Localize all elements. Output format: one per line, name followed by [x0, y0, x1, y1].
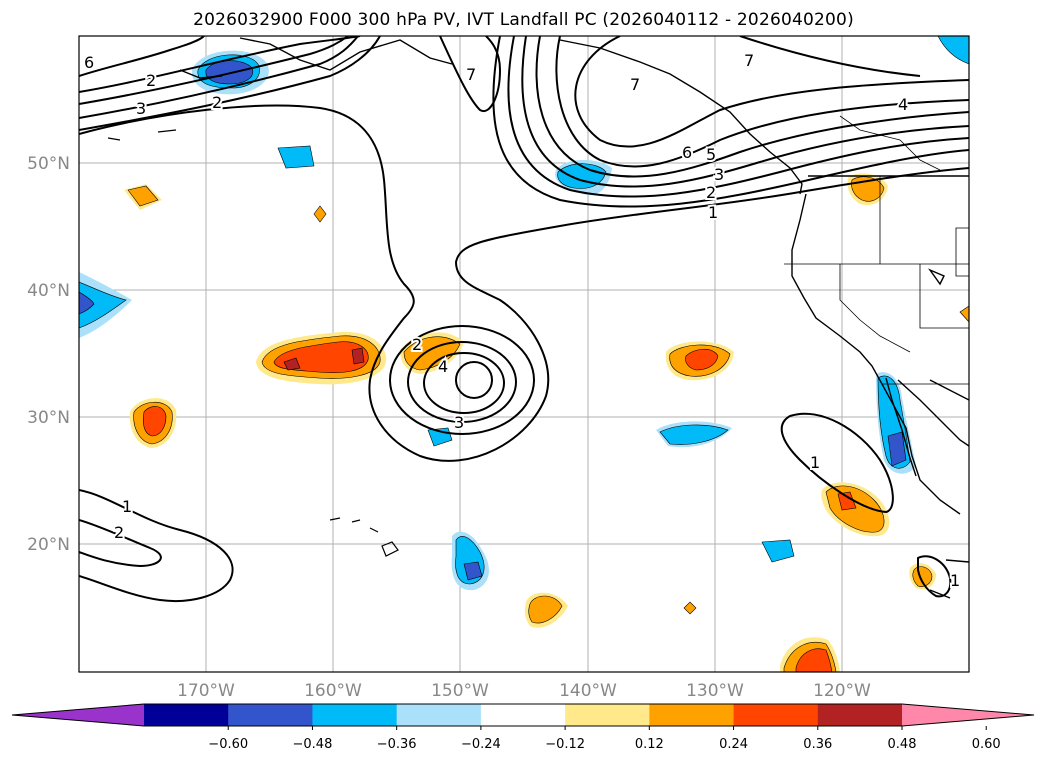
colorbar-tick-label: −0.36	[377, 737, 417, 752]
islands	[107, 129, 399, 557]
colorbar-extend-max	[902, 704, 1034, 726]
colorbar-segment	[480, 704, 566, 726]
contour-label: 6	[84, 53, 94, 72]
map-background	[79, 36, 969, 672]
colorbar-outline	[11, 703, 1035, 727]
contour-label: 4	[438, 357, 448, 376]
contour-label: 2	[114, 523, 124, 542]
map-frame	[78, 35, 970, 673]
contour-label: 5	[706, 145, 716, 164]
lat-tick: 40°N	[27, 281, 70, 301]
colorbar-segment	[565, 704, 650, 726]
colorbar-segment	[144, 704, 229, 726]
contour-label: 3	[136, 99, 146, 118]
colorbar-tick-label: −0.60	[208, 737, 248, 752]
contour-label: 4	[898, 95, 908, 114]
contour-label: 2	[412, 335, 422, 354]
lon-tick: 120°W	[813, 681, 871, 701]
colorbar-tick-label: 0.36	[803, 737, 832, 752]
colorbar-segment	[228, 704, 313, 726]
contour-label: 6	[682, 143, 692, 162]
contour-label: 3	[454, 413, 464, 432]
colorbar-tick-label: 0.60	[972, 737, 1001, 752]
colorbar-tick-label: −0.12	[545, 737, 585, 752]
contour-label: 2	[706, 183, 716, 202]
lon-tick: 150°W	[431, 681, 489, 701]
colorbar-segment	[396, 704, 482, 726]
colorbar-tick-label: 0.48	[888, 737, 917, 752]
colorbar-tick-label: −0.24	[461, 737, 501, 752]
colorbar: −0.60 −0.48 −0.36 −0.24 −0.12 0.12 0.24 0.36 0.4…	[11, 703, 1035, 752]
contour-label: 2	[212, 93, 222, 112]
lon-tick: 170°W	[177, 681, 235, 701]
lon-tick: 140°W	[559, 681, 617, 701]
contour-label: 1	[810, 453, 820, 472]
pv-contours	[79, 36, 969, 602]
contour-label: 7	[630, 75, 640, 94]
map-title: 2026032900 F000 300 hPa PV, IVT Landfall…	[193, 10, 854, 30]
contour-labels: 6 2 3 2 7 7 7 4 6 5 3 2 1 2 4 3 1 2 1 1	[82, 49, 962, 592]
colorbar-tick-label: 0.24	[719, 737, 748, 752]
latitude-labels: 50°N 40°N 30°N 20°N	[27, 154, 70, 555]
contour-label: 1	[122, 497, 132, 516]
contour-label: 7	[466, 65, 476, 84]
contour-label: 2	[146, 71, 156, 90]
contour-label: 3	[714, 165, 724, 184]
contour-label: 1	[950, 571, 960, 590]
lon-tick: 130°W	[686, 681, 744, 701]
colorbar-segment	[649, 704, 735, 726]
lat-tick: 20°N	[27, 535, 70, 555]
colorbar-segment	[817, 704, 903, 726]
contour-label: 7	[744, 51, 754, 70]
coastlines	[179, 37, 969, 599]
colorbar-tick-label: 0.12	[635, 737, 664, 752]
longitude-labels: 170°W 160°W 150°W 140°W 130°W 120°W	[177, 681, 871, 701]
colorbar-segment	[312, 704, 398, 726]
colorbar-tick-label: −0.48	[293, 737, 333, 752]
contour-label: 1	[708, 203, 718, 222]
colorbar-extend-min	[12, 704, 144, 726]
lat-tick: 30°N	[27, 408, 70, 428]
colorbar-segment	[733, 704, 819, 726]
lat-tick: 50°N	[27, 154, 70, 174]
lon-tick: 160°W	[304, 681, 362, 701]
